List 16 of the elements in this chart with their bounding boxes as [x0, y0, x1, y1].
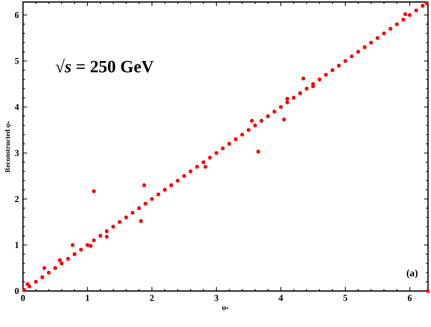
- y-tick-label: 1: [15, 242, 19, 248]
- y-tick-label: 3: [14, 150, 19, 156]
- y-tick-label: 6: [14, 12, 19, 18]
- x-tick-label: 5: [343, 294, 348, 301]
- x-tick-label: 1: [86, 294, 90, 301]
- y-tick-label: 5: [14, 58, 19, 64]
- y-tick-label: 0: [14, 288, 19, 294]
- y-tick-label: 4: [14, 104, 19, 110]
- annotation: √s = 250 GeV: [56, 58, 154, 73]
- annotation: (a): [406, 269, 418, 278]
- x-tick-label: 0: [21, 294, 25, 302]
- x-tick-label: 2: [150, 294, 154, 301]
- x-tick-label: 3: [214, 294, 218, 301]
- x-tick-label: 4: [278, 294, 283, 301]
- y-tick-label: 2: [14, 196, 19, 202]
- x-tick-label: 6: [408, 294, 412, 301]
